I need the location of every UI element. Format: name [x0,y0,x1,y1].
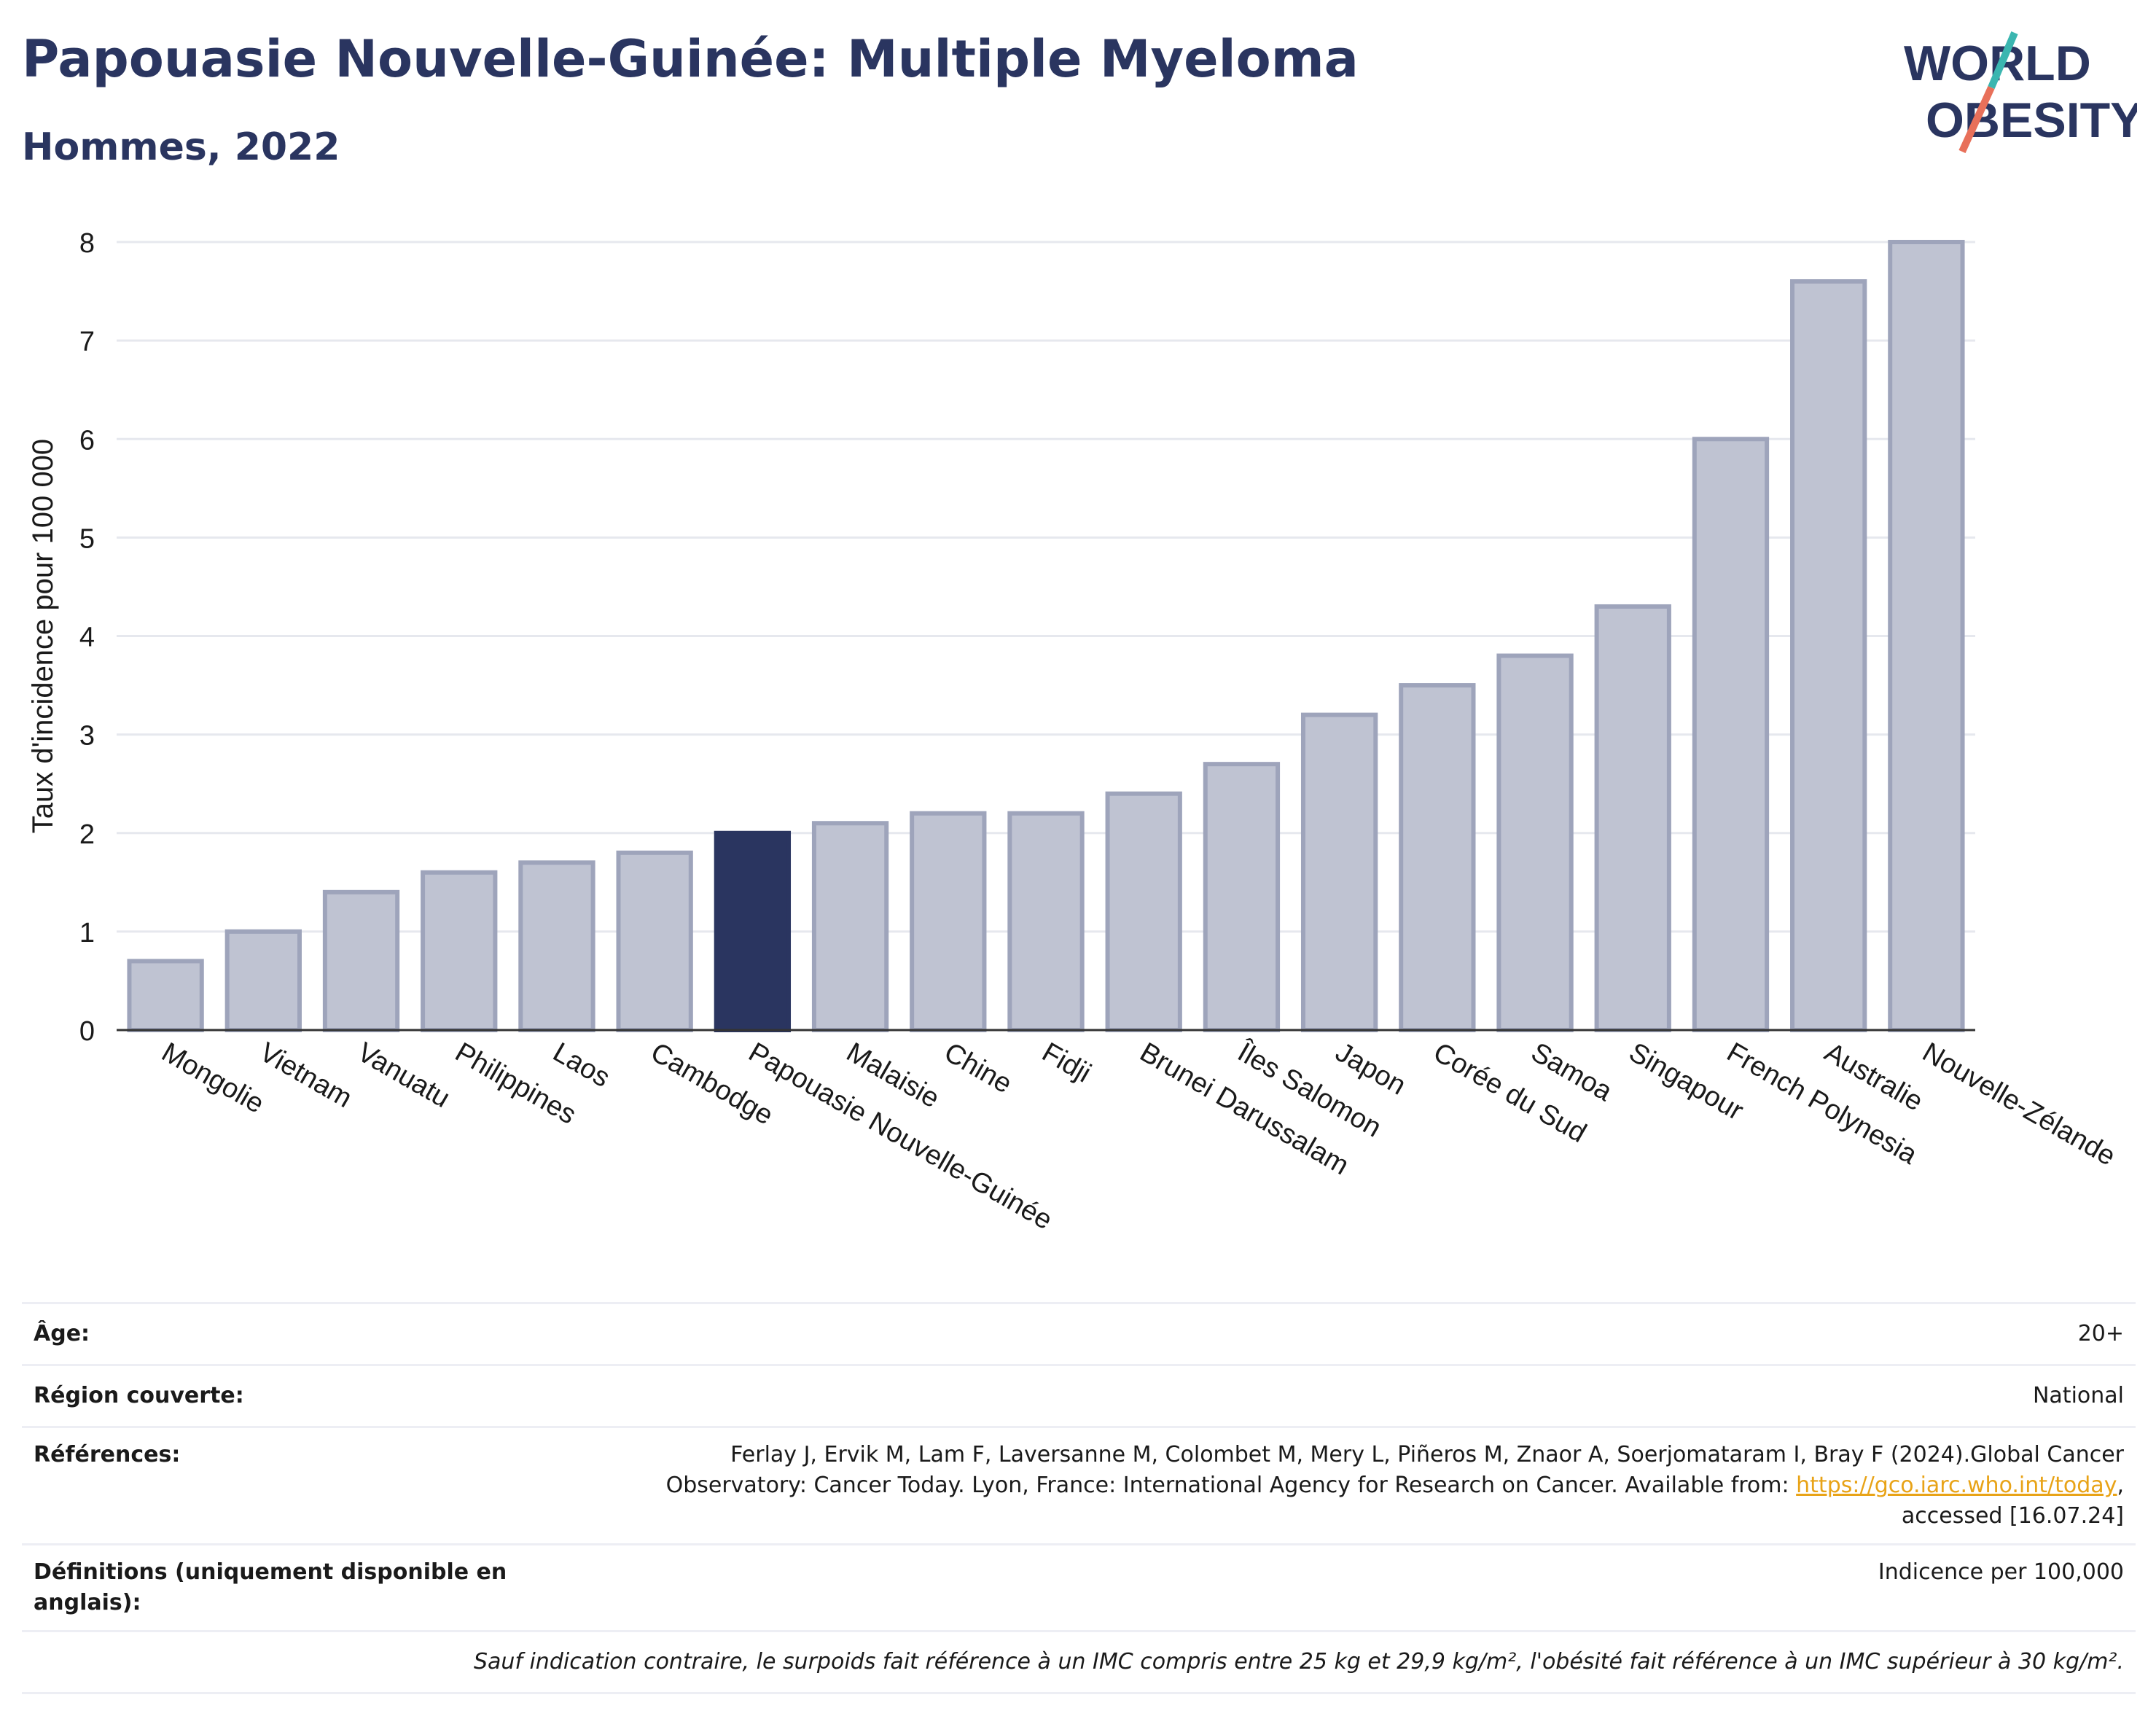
info-row-region: Région couverte: National [22,1364,2136,1426]
y-tick-label: 5 [79,523,95,554]
y-tick-label: 8 [79,228,95,259]
x-tick-label: Nouvelle-Zélande [1917,1037,2120,1171]
info-row-footnote: Sauf indication contraire, le surpoids f… [22,1630,2136,1694]
x-tick-label: Chine [939,1037,1017,1099]
y-axis-label: Taux d'incidence pour 100 000 [27,439,59,833]
bar-australie[interactable] [1790,279,1867,1032]
bar-vanuatu[interactable] [322,889,400,1032]
world-obesity-logo: WORLD OBESITY [1904,31,2137,153]
bar-samoa[interactable] [1496,653,1574,1032]
svg-text:OBESITY: OBESITY [1926,93,2137,148]
bar-cor-e-du-sud[interactable] [1399,683,1476,1032]
y-tick-label: 1 [79,918,95,948]
references-text-4: accessed [16.07.24] [1901,1503,2124,1529]
page-title: Papouasie Nouvelle-Guinée: Multiple Myel… [22,29,1359,89]
bar-japon[interactable] [1300,712,1378,1032]
page-subtitle: Hommes, 2022 [22,125,340,169]
bar-brunei-darussalam[interactable] [1105,791,1182,1032]
y-tick-label: 3 [79,721,95,752]
definitions-value: Indicence per 100,000 [1878,1559,2124,1585]
bar-nouvelle-z-lande[interactable] [1888,240,1965,1032]
x-tick-label: Vietnam [254,1037,357,1114]
x-tick-label: Mongolie [157,1037,270,1119]
bar-malaisie[interactable] [811,821,889,1033]
y-tick-label: 0 [79,1016,95,1047]
info-row-age: Âge: 20+ [22,1302,2136,1364]
definitions-label: Définitions (uniquement disponible en an… [34,1559,507,1615]
bar-french-polynesia[interactable] [1692,437,1770,1032]
bar-mongolie[interactable] [127,959,204,1032]
y-tick-label: 7 [79,327,95,357]
x-tick-label: Fidji [1037,1037,1096,1088]
references-text-3: , [2117,1473,2124,1498]
region-value: National [2032,1383,2124,1408]
age-value: 20+ [2077,1321,2124,1346]
references-text-1: Ferlay J, Ervik M, Lam F, Laversanne M, … [730,1442,2124,1467]
info-table: Âge: 20+ Région couverte: National Référ… [22,1302,2136,1694]
bar--les-salomon[interactable] [1203,762,1281,1032]
y-axis-ticks: 0 1 2 3 4 5 6 7 8 [79,228,95,1047]
x-tick-label: Vanuatu [352,1037,455,1114]
bar-papouasie-nouvelle-guin-e[interactable] [714,830,792,1032]
footnote-text: Sauf indication contraire, le surpoids f… [473,1649,2124,1674]
references-label: Références: [34,1442,181,1467]
bar-philippines[interactable] [421,870,498,1033]
bar-cambodge[interactable] [616,850,693,1033]
references-text-2: Observatory: Cancer Today. Lyon, France:… [665,1473,1797,1498]
bars [127,240,1965,1033]
x-tick-label: Laos [547,1037,614,1093]
y-tick-label: 6 [79,425,95,456]
bar-fidji[interactable] [1007,811,1085,1032]
info-row-references: Références: Ferlay J, Ervik M, Lam F, La… [22,1426,2136,1543]
bar-singapour[interactable] [1594,604,1671,1032]
bar-laos[interactable] [518,860,595,1032]
bar-chine[interactable] [910,811,987,1032]
region-label: Région couverte: [34,1383,244,1408]
age-label: Âge: [34,1321,90,1346]
bar-chart: 0 1 2 3 4 5 6 7 8 MongolieVietnamVanuatuPhilippi… [27,228,2121,1236]
references-value: Ferlay J, Ervik M, Lam F, Laversanne M, … [666,1440,2136,1532]
y-tick-label: 4 [79,623,95,653]
references-link[interactable]: https://gco.iarc.who.int/today [1796,1473,2117,1498]
bar-vietnam[interactable] [224,929,302,1032]
y-tick-label: 2 [79,819,95,850]
info-row-definitions: Définitions (uniquement disponible en an… [22,1543,2136,1630]
